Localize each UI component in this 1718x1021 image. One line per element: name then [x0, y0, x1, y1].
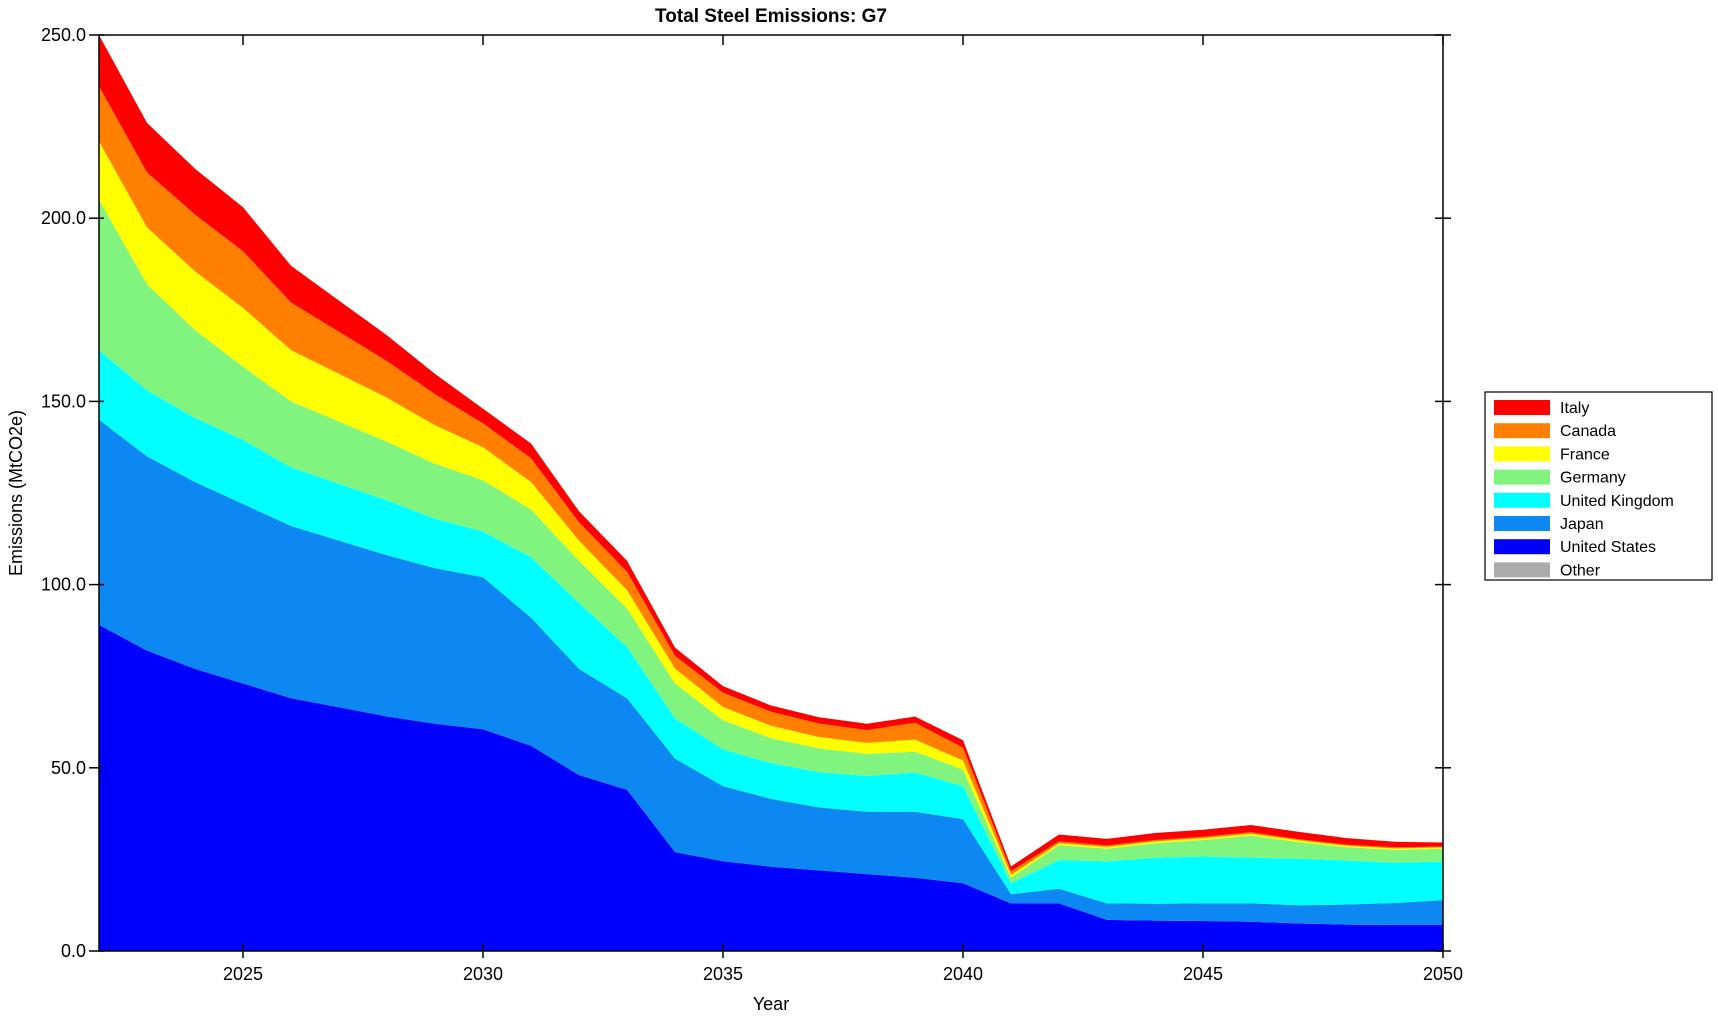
y-tick-label: 200.0 [41, 208, 86, 228]
x-tick-label: 2030 [463, 964, 503, 984]
legend: Italy Canada France Germany United Kingdom Ja… [1484, 391, 1713, 581]
legend-swatch-germany [1494, 469, 1550, 485]
area-canada [99, 86, 1443, 875]
x-tick-label: 2050 [1423, 964, 1463, 984]
plot-border [98, 34, 1444, 952]
legend-label-united-kingdom: United Kingdom [1560, 493, 1674, 510]
y-tick-label: 50.0 [51, 758, 86, 778]
area-united-states [99, 624, 1443, 951]
legend-label-other: Other [1560, 562, 1601, 579]
x-tick-label: 2045 [1183, 964, 1223, 984]
x-tick-label: 2025 [223, 964, 263, 984]
area-japan [99, 419, 1443, 925]
x-tick-label: 2035 [703, 964, 743, 984]
legend-swatch-italy [1494, 400, 1550, 415]
y-axis-label: Emissions (MtCO2e) [6, 410, 26, 576]
area-united-kingdom [99, 350, 1443, 906]
legend-label-france: France [1560, 446, 1610, 463]
legend-swatch-canada [1494, 423, 1550, 439]
legend-label-germany: Germany [1560, 470, 1626, 487]
legend-label-united-states: United States [1560, 539, 1656, 556]
y-tick-label: 100.0 [41, 575, 86, 595]
legend-swatch-united-states [1494, 539, 1550, 555]
y-tick-label: 150.0 [41, 391, 86, 411]
x-axis-label: Year [753, 994, 789, 1014]
legend-label-canada: Canada [1560, 423, 1616, 440]
area-france [99, 141, 1443, 878]
legend-swatch-united-kingdom [1494, 492, 1550, 508]
legend-swatch-japan [1494, 516, 1550, 531]
legend-swatch-france [1494, 446, 1550, 462]
y-tick-label: 250.0 [41, 25, 86, 45]
axis-tick-labels: 2025 2030 2035 2040 2045 2050 0.0 50.0 100.0 150.… [41, 25, 1463, 984]
x-tick-label: 2040 [943, 964, 983, 984]
y-tick-label: 0.0 [61, 941, 86, 961]
legend-label-italy: Italy [1560, 400, 1589, 417]
chart-title: Total Steel Emissions: G7 [655, 6, 887, 27]
stacked-areas [99, 35, 1443, 951]
legend-label-japan: Japan [1560, 516, 1604, 533]
legend-swatch-other [1494, 562, 1550, 578]
area-germany [99, 199, 1443, 884]
axis-ticks [89, 34, 1451, 958]
